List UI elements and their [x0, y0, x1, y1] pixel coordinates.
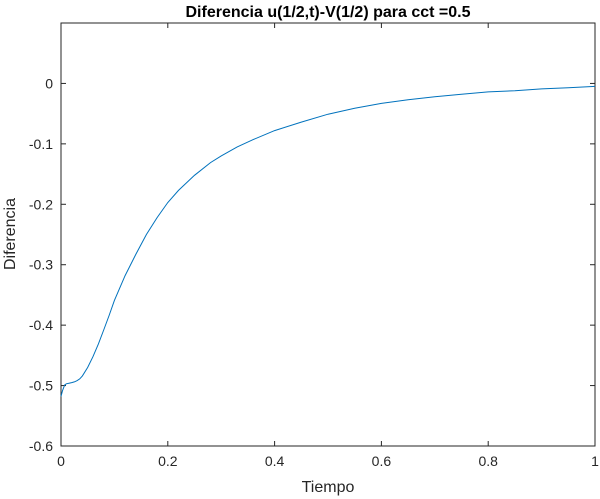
x-tick-label: 0	[57, 453, 65, 469]
y-tick-label: -0.6	[29, 438, 53, 454]
tick-labels: 0 0.2 0.4 0.6 0.8 1 -0.6 -0.5 -0.4 -0.3 -0.2 -0.1 0	[29, 75, 599, 469]
y-tick-label: -0.4	[29, 317, 53, 333]
x-tick-label: 0.6	[372, 453, 392, 469]
x-tick-label: 0.8	[478, 453, 498, 469]
y-tick-label: -0.1	[29, 136, 53, 152]
y-tick-label: -0.5	[29, 378, 53, 394]
y-tick-label: 0	[45, 75, 53, 91]
plot-area	[60, 22, 596, 447]
y-tick-label: -0.2	[29, 196, 53, 212]
axis-ticks	[60, 23, 596, 447]
series-line	[60, 85, 596, 397]
x-tick-label: 1	[591, 453, 599, 469]
chart-title: Diferencia u(1/2,t)-V(1/2) para cct =0.5	[186, 4, 471, 21]
y-axis-label: Diferencia	[2, 198, 19, 270]
x-tick-label: 0.2	[158, 453, 178, 469]
x-tick-label: 0.4	[265, 453, 285, 469]
y-tick-label: -0.3	[29, 257, 53, 273]
x-axis-label: Tiempo	[302, 479, 355, 496]
